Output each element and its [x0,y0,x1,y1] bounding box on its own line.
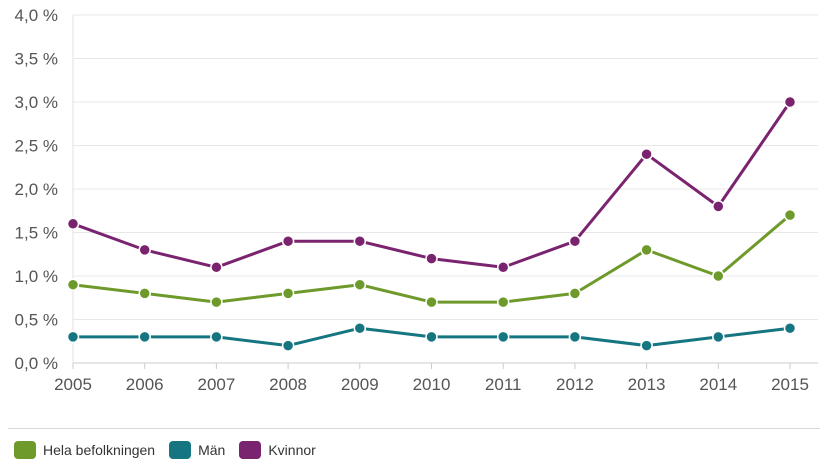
data-point-kvinnor [353,234,367,248]
data-point-kvinnor [138,243,151,257]
x-tick-label: 2005 [54,375,92,394]
data-point-kvinnor [210,261,223,274]
data-point-hela-befolkningen [425,295,438,309]
x-tick-label: 2008 [269,375,307,394]
y-tick-label: 1,0 % [15,267,58,286]
x-tick-label: 2006 [126,375,164,394]
y-tick-label: 4,0 % [15,6,58,25]
y-tick-label: 1,5 % [15,224,58,243]
x-tick-label: 2014 [699,375,737,394]
x-tick-label: 2007 [197,375,235,394]
data-point-kvinnor [281,234,295,248]
data-point-hela-befolkningen [640,243,653,257]
data-point-kvinnor [568,234,582,248]
data-point-m-n [712,330,725,344]
data-point-hela-befolkningen [353,278,367,291]
legend-label: Hela befolkningen [43,442,156,458]
x-tick-label: 2013 [628,375,666,394]
data-point-hela-befolkningen [281,287,295,300]
data-point-m-n [353,321,367,335]
y-tick-label: 2,5 % [15,137,58,156]
legend-swatch [239,441,262,459]
data-point-m-n [281,339,295,352]
data-point-m-n [568,330,582,344]
data-point-hela-befolkningen [783,208,797,222]
y-tick-label: 2,0 % [15,180,58,199]
data-point-m-n [138,330,151,344]
x-tick-label: 2015 [771,375,809,394]
y-tick-label: 3,0 % [15,93,58,112]
data-point-m-n [210,330,223,344]
legend-item[interactable]: Män [169,441,225,459]
data-point-m-n [496,330,510,344]
legend-item[interactable]: Kvinnor [239,441,316,459]
data-point-kvinnor [640,147,653,161]
x-tick-label: 2012 [556,375,594,394]
data-point-hela-befolkningen [568,287,582,300]
x-tick-label: 2011 [485,375,522,394]
data-point-hela-befolkningen [138,287,151,300]
data-point-hela-befolkningen [496,295,510,309]
y-tick-label: 3,5 % [15,50,58,69]
data-point-m-n [640,339,653,352]
line-chart-plot: 0,0 % 0,5 % 1,0 % 1,5 % 2,0 % 2,5 % 3,0 % 3,5 %… [15,6,818,394]
legend-divider [8,428,820,429]
legend-swatch [169,441,192,459]
data-point-hela-befolkningen [712,269,725,283]
legend-item[interactable]: Hela befolkningen [14,441,155,459]
data-point-m-n [425,330,438,344]
series-line-kvinnor [72,101,792,269]
x-tick-label: 2010 [413,375,451,394]
y-tick-label: 0,5 % [15,311,58,330]
data-point-kvinnor [425,252,438,265]
data-point-hela-befolkningen [210,295,223,309]
legend-label: Kvinnor [268,442,316,458]
data-point-hela-befolkningen [66,278,80,291]
data-point-kvinnor [66,217,80,231]
legend: Hela befolkningen Män Kvinnor [14,441,316,459]
data-point-m-n [66,330,80,344]
x-tick-label: 2009 [341,375,379,394]
data-point-kvinnor [496,261,510,274]
y-tick-label: 0,0 % [15,354,58,373]
legend-swatch [14,441,36,459]
data-point-kvinnor [712,200,725,213]
data-point-m-n [783,321,797,335]
data-point-kvinnor [783,95,797,109]
legend-label: Män [198,442,226,458]
